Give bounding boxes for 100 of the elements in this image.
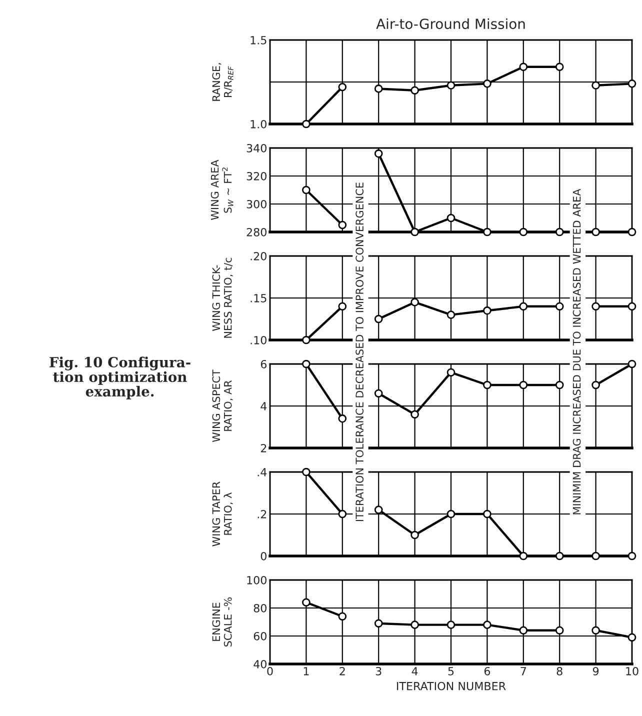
x-tick-label: 2 [340,666,345,676]
point [483,306,492,315]
point [555,302,564,311]
point [302,598,310,607]
point [338,510,347,518]
point [519,302,528,311]
point [446,510,456,518]
point [628,633,636,642]
y-tick-label: 300 [246,200,266,208]
y-tick-label: 100 [247,576,266,584]
annotation: ITERATION TOLERANCE DECREASED TO IMPROVE CONVERGENCE [356,182,364,522]
point [446,81,456,90]
y-axis-title: WING THICK- NESS RATIO, t/c [212,258,233,338]
y-tick-label: .2 [258,510,266,518]
point [483,228,492,236]
x-tick-label: 5 [448,667,454,676]
y-axis-title: WING TAPER RATIO, λ [212,482,233,546]
point [483,510,492,518]
x-tick-label: 6 [484,666,490,676]
y-axis-title: RANGE, R/R$_{REF}$ [212,63,234,101]
point [338,82,347,92]
point [374,389,383,398]
point [555,626,564,635]
y-axis-title: ENGINE SCALE -% [212,597,232,646]
point [555,552,564,560]
point [410,228,419,236]
chart-title: Air-to-Ground Mission [376,18,525,30]
point [628,228,636,236]
y-tick-label: 0 [260,552,266,560]
point [302,120,310,128]
point [374,314,383,324]
point [374,84,383,93]
point [628,552,636,560]
y-tick-label: .10 [250,336,266,344]
point [338,302,347,311]
point [446,310,456,319]
y-tick-label: 6 [260,360,267,368]
point [374,506,383,514]
x-axis-title: ITERATION NUMBER [397,682,506,690]
point [592,626,600,635]
x-tick-label: 4 [412,667,418,676]
x-tick-label: 9 [592,666,599,676]
point [519,228,528,236]
point [592,552,600,560]
annotation: MINIMIM DRAG INCREASED DUE TO INCREASED WETTED AREA [572,188,581,514]
point [302,186,310,194]
point [410,410,419,419]
y-axis-title: WING AREA S$_{W}$ ~ FT$^{2}$ [210,160,234,220]
point [483,620,492,629]
y-tick-label: .15 [250,294,266,302]
x-tick-label: 0 [267,666,273,676]
point [338,612,347,621]
point [374,619,383,628]
point [555,228,564,236]
point [592,228,600,236]
x-tick-label: 10 [626,666,638,676]
point [519,552,528,560]
point [446,368,456,377]
point [302,360,310,368]
point [374,149,383,158]
x-tick-label: 3 [376,666,382,676]
point [592,81,600,90]
x-tick-label: 1 [304,667,309,676]
point [410,86,419,95]
point [446,214,456,222]
x-tick-label: 7 [520,667,526,676]
y-tick-label: .20 [250,252,266,260]
x-tick-label: 8 [556,666,562,676]
y-axis-title: WING ASPECT RATIO, AR [212,370,233,442]
point [555,380,564,390]
y-tick-label: 1.5 [250,36,266,44]
point [592,302,600,311]
point [410,298,419,306]
y-tick-label: 60 [254,632,266,640]
y-tick-label: 280 [246,228,266,236]
point [410,530,419,540]
y-tick-label: 4 [260,402,267,410]
y-tick-label: 40 [254,660,266,668]
point [592,380,600,390]
point [519,62,528,72]
y-tick-label: 2 [260,444,266,452]
y-tick-label: 1.0 [250,120,266,128]
point [338,414,347,423]
point [628,80,636,88]
y-tick-label: 340 [246,144,266,152]
point [410,620,419,629]
point [483,80,492,88]
point [483,380,492,390]
caption: Fig. 10 Configura- tion optimization example. [50,356,190,400]
point [519,380,528,390]
y-tick-label: 320 [246,172,266,180]
y-tick-label: 80 [254,604,266,612]
point [446,620,456,629]
point [302,468,310,476]
point [628,360,636,368]
point [555,62,564,72]
point [519,626,528,635]
point [338,220,347,230]
point [628,302,636,311]
point [302,336,310,344]
